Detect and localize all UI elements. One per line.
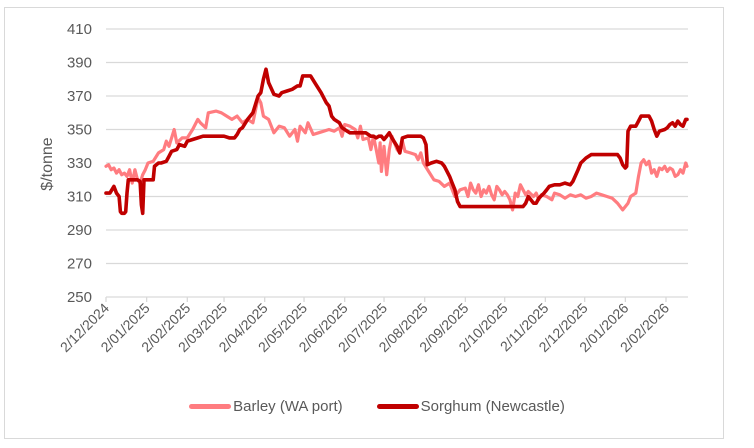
legend-swatch-barley xyxy=(189,404,232,409)
legend-label-barley: Barley (WA port) xyxy=(233,398,343,415)
data-series xyxy=(104,67,689,216)
gridlines xyxy=(106,28,688,265)
legend-label-sorghum: Sorghum (Newcastle) xyxy=(420,398,565,415)
y-tick-label: 370 xyxy=(67,88,92,105)
legend: Barley (WA port) Sorghum (Newcastle) xyxy=(0,398,754,415)
y-tick-label: 270 xyxy=(67,256,92,273)
y-tick-label: 410 xyxy=(67,21,92,38)
y-axis-label: $/tonne xyxy=(39,137,56,190)
legend-item-barley: Barley (WA port) xyxy=(189,398,343,415)
y-tick-label: 350 xyxy=(67,122,92,139)
legend-swatch-sorghum xyxy=(376,404,419,409)
sorghum-series-line xyxy=(104,67,689,216)
y-tick-label: 290 xyxy=(67,222,92,239)
y-tick-label: 390 xyxy=(67,55,92,72)
chart-card xyxy=(4,7,724,439)
y-tick-label: 310 xyxy=(67,189,92,206)
y-tick-label: 250 xyxy=(67,289,92,306)
legend-item-sorghum: Sorghum (Newcastle) xyxy=(376,398,565,415)
x-axis: 2/12/20242/01/20252/02/20252/03/20252/04… xyxy=(57,296,688,355)
barley-series-line xyxy=(104,96,689,212)
y-axis-ticks: 250 270 290 310 330 350 370 390 410 xyxy=(67,21,92,306)
y-tick-label: 330 xyxy=(67,155,92,172)
